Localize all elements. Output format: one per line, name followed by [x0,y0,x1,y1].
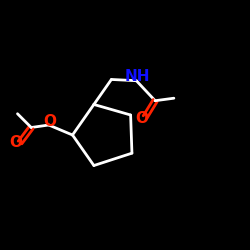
Text: O: O [135,111,148,126]
Text: O: O [44,114,57,130]
Text: O: O [9,135,22,150]
Text: NH: NH [125,69,150,84]
